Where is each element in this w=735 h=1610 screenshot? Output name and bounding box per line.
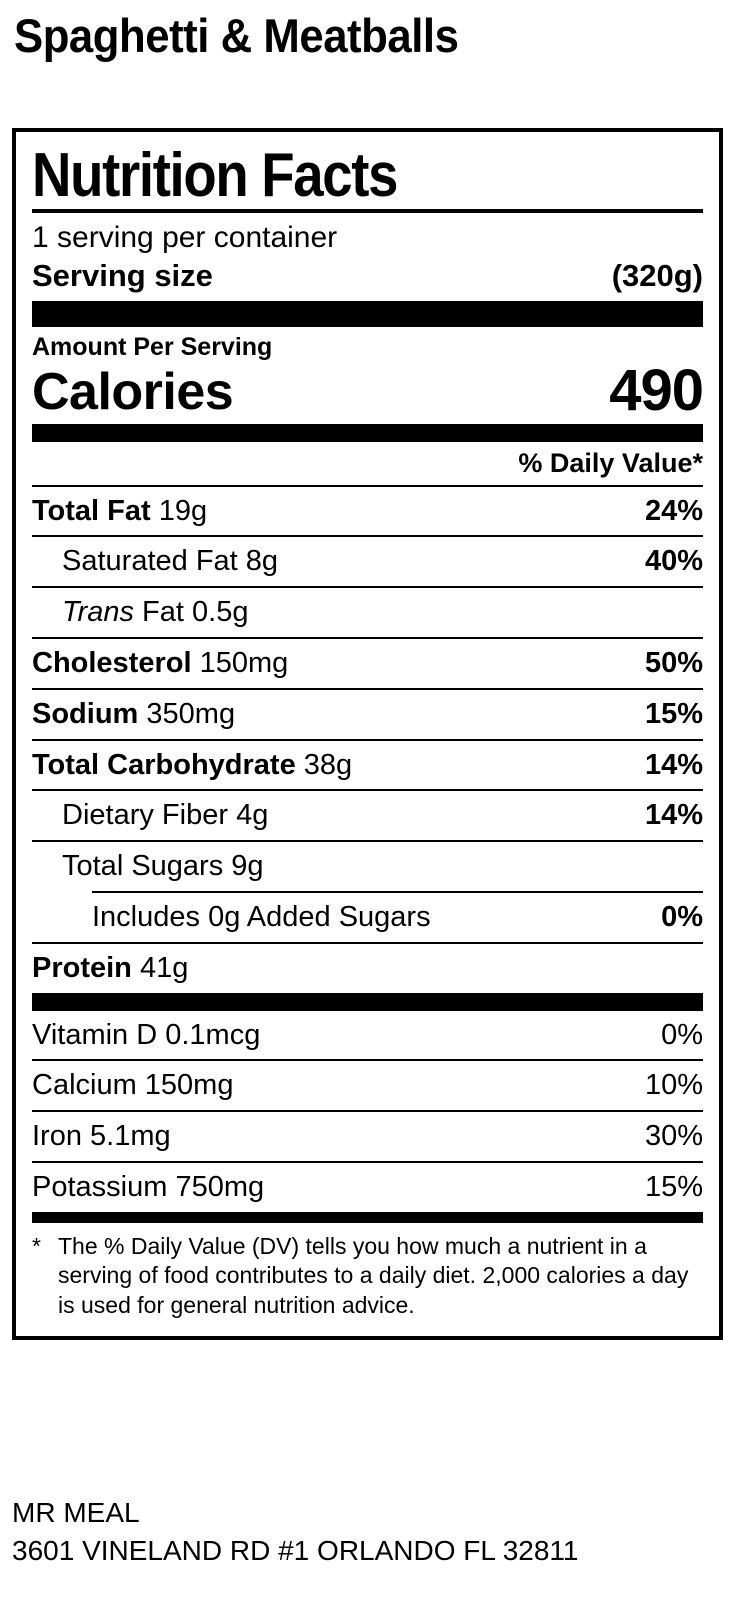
footnote-line-3: is used for general nutrition advice.: [58, 1291, 415, 1318]
nutrient-row-cholesterol: Cholesterol 150mg 50%: [32, 639, 703, 688]
nutrient-name-dietary-fiber: Dietary Fiber 4g: [62, 799, 269, 832]
nutrient-dv-added-sugars: 0%: [661, 901, 703, 933]
nutrition-facts-heading: Nutrition Facts: [32, 141, 398, 210]
nutrient-dv-dietary-fiber: 14%: [644, 799, 703, 832]
serving-size-row: Serving size (320g): [32, 257, 703, 301]
nutrient-name-total-carbohydrate: Total Carbohydrate 38g: [32, 748, 353, 781]
divider-above-added-sugars: [92, 891, 703, 893]
nutrient-row-total-carbohydrate: Total Carbohydrate 38g 14%: [32, 741, 703, 790]
thick-bar-above-micronutrients: [32, 992, 703, 1011]
micronutrient-name-calcium: Calcium 150mg: [32, 1069, 234, 1102]
micronutrient-dv-calcium: 10%: [644, 1069, 703, 1102]
nutrient-name-saturated-fat: Saturated Fat 8g: [62, 545, 279, 578]
nutrient-name-total-sugars: Total Sugars 9g: [62, 850, 264, 883]
serving-size-label: Serving size: [32, 257, 213, 293]
nutrient-name-added-sugars: Includes 0g Added Sugars: [92, 901, 431, 933]
footnote-line-2: serving of food contributes to a daily d…: [58, 1262, 689, 1289]
divider-above-iron: [32, 1110, 703, 1113]
nutrient-row-saturated-fat: Saturated Fat 8g 40%: [32, 537, 703, 586]
nutrient-row-protein: Protein 41g: [32, 944, 703, 993]
servings-per-container: 1 serving per container: [32, 221, 338, 255]
micronutrient-row-vitamin-d: Vitamin D 0.1mcg 0%: [32, 1011, 703, 1060]
micronutrient-name-iron: Iron 5.1mg: [32, 1120, 171, 1153]
footnote-asterisk: *: [32, 1232, 41, 1259]
micronutrient-dv-iron: 30%: [644, 1120, 703, 1153]
nutrient-name-total-fat: Total Fat 19g: [32, 494, 208, 527]
thick-bar-above-calories: [32, 300, 703, 327]
calories-label: Calories: [32, 362, 234, 421]
amount-per-serving-label: Amount Per Serving: [32, 332, 273, 361]
micronutrient-name-potassium: Potassium 750mg: [32, 1170, 265, 1203]
daily-value-footnote: * The % Daily Value (DV) tells you how m…: [32, 1223, 703, 1326]
nutrient-row-total-fat: Total Fat 19g 24%: [32, 487, 703, 536]
divider-above-total-fat: [32, 484, 703, 487]
divider-under-heading: [32, 209, 703, 214]
divider-above-protein: [32, 941, 703, 944]
micronutrient-row-calcium: Calcium 150mg 10%: [32, 1061, 703, 1110]
calories-value: 490: [609, 357, 704, 423]
calories-row: Calories 490: [32, 357, 704, 424]
daily-value-header: % Daily Value*: [518, 447, 703, 478]
divider-above-calcium: [32, 1059, 703, 1062]
nutrient-row-trans-fat: Trans Fat 0.5g: [32, 588, 703, 637]
micronutrient-name-vitamin-d: Vitamin D 0.1mcg: [32, 1018, 261, 1051]
divider-above-trans-fat: [32, 586, 703, 589]
nutrient-dv-total-carbohydrate: 14%: [644, 748, 703, 781]
nutrient-dv-cholesterol: 50%: [644, 647, 703, 680]
divider-above-saturated-fat: [32, 535, 703, 538]
manufacturer-name: MR MEAL: [12, 1497, 140, 1528]
micronutrient-row-potassium: Potassium 750mg 15%: [32, 1163, 703, 1212]
manufacturer-address: 3601 VINELAND RD #1 ORLANDO FL 32811: [12, 1535, 579, 1566]
micronutrient-dv-vitamin-d: 0%: [661, 1018, 703, 1051]
divider-above-dietary-fiber: [32, 789, 703, 792]
divider-above-total-sugars: [32, 840, 703, 843]
nutrient-row-sodium: Sodium 350mg 15%: [32, 690, 703, 739]
nutrient-row-dietary-fiber: Dietary Fiber 4g 14%: [32, 791, 703, 840]
nutrient-name-cholesterol: Cholesterol 150mg: [32, 647, 289, 680]
nutrient-name-protein: Protein 41g: [32, 951, 189, 984]
micronutrient-row-iron: Iron 5.1mg 30%: [32, 1112, 703, 1161]
nutrient-name-sodium: Sodium 350mg: [32, 697, 236, 730]
micronutrient-dv-potassium: 15%: [644, 1170, 703, 1203]
nutrient-dv-sodium: 15%: [644, 697, 703, 730]
nutrient-dv-saturated-fat: 40%: [644, 545, 703, 578]
nutrient-row-added-sugars: Includes 0g Added Sugars 0%: [32, 893, 703, 942]
nutrition-facts-panel: Nutrition Facts 1 serving per container …: [12, 128, 723, 1341]
divider-above-sodium: [32, 687, 703, 690]
divider-above-potassium: [32, 1160, 703, 1163]
product-title: Spaghetti & Meatballs: [14, 9, 459, 62]
nutrient-row-total-sugars: Total Sugars 9g: [32, 842, 703, 891]
thick-bar-above-daily-value: [32, 423, 703, 442]
divider-above-cholesterol: [32, 637, 703, 640]
footnote-line-1: The % Daily Value (DV) tells you how muc…: [58, 1232, 647, 1259]
serving-size-value: (320g): [611, 257, 703, 293]
thick-bar-above-footnote: [32, 1211, 703, 1223]
nutrient-name-trans-fat: Trans Fat 0.5g: [62, 596, 249, 629]
nutrient-dv-total-fat: 24%: [644, 494, 703, 527]
divider-above-total-carbohydrate: [32, 738, 703, 741]
